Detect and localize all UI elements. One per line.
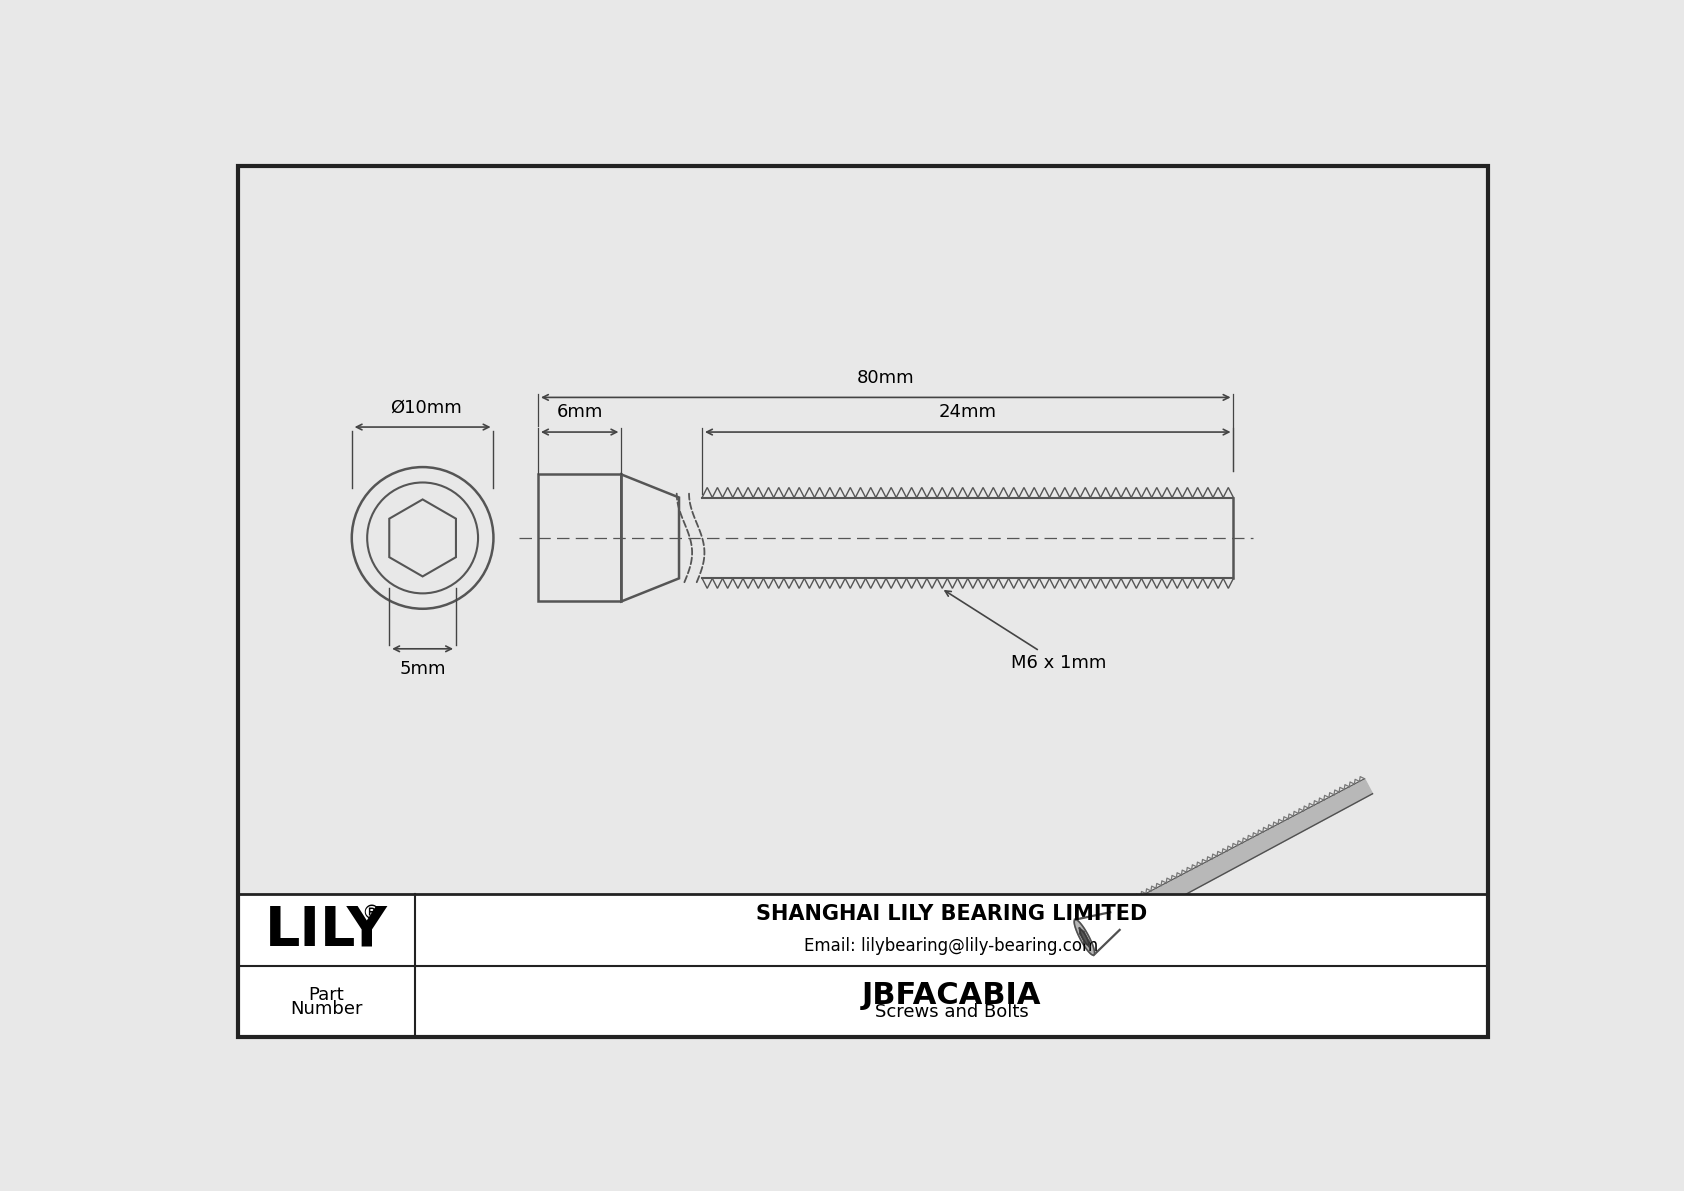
Polygon shape bbox=[1334, 792, 1347, 810]
Polygon shape bbox=[1212, 856, 1226, 875]
Polygon shape bbox=[1303, 807, 1317, 827]
Polygon shape bbox=[1115, 906, 1130, 927]
Polygon shape bbox=[1293, 813, 1307, 831]
Polygon shape bbox=[1130, 899, 1145, 919]
Polygon shape bbox=[1314, 803, 1327, 821]
Polygon shape bbox=[1308, 805, 1322, 824]
Text: LILY: LILY bbox=[264, 903, 387, 958]
Polygon shape bbox=[1218, 854, 1231, 873]
Polygon shape bbox=[1167, 880, 1180, 900]
Text: Screws and Bolts: Screws and Bolts bbox=[874, 1003, 1029, 1021]
Polygon shape bbox=[1187, 869, 1201, 888]
Polygon shape bbox=[1223, 850, 1236, 869]
Polygon shape bbox=[1349, 784, 1362, 802]
Text: M6 x 1mm: M6 x 1mm bbox=[945, 591, 1106, 672]
Text: Part: Part bbox=[308, 986, 344, 1004]
Polygon shape bbox=[1202, 861, 1216, 881]
Polygon shape bbox=[1135, 896, 1150, 916]
Text: Number: Number bbox=[290, 1000, 362, 1018]
Polygon shape bbox=[1207, 859, 1221, 878]
Polygon shape bbox=[1359, 779, 1372, 797]
Polygon shape bbox=[1329, 794, 1342, 812]
Polygon shape bbox=[1354, 781, 1367, 799]
Polygon shape bbox=[1288, 816, 1302, 835]
Polygon shape bbox=[1079, 930, 1088, 944]
Polygon shape bbox=[1192, 867, 1206, 886]
Polygon shape bbox=[1120, 904, 1135, 924]
Text: Email: lilybearing@lily-bearing.com: Email: lilybearing@lily-bearing.com bbox=[805, 937, 1098, 955]
Text: 80mm: 80mm bbox=[857, 369, 914, 387]
Polygon shape bbox=[1278, 822, 1292, 840]
Text: Ø10mm: Ø10mm bbox=[391, 398, 463, 417]
Polygon shape bbox=[1233, 846, 1246, 865]
Bar bbox=[539, 474, 621, 601]
Polygon shape bbox=[1177, 875, 1191, 894]
Polygon shape bbox=[1253, 835, 1266, 854]
Text: 5mm: 5mm bbox=[399, 660, 446, 678]
Polygon shape bbox=[1248, 837, 1261, 856]
Polygon shape bbox=[1155, 886, 1170, 905]
Polygon shape bbox=[1125, 902, 1140, 922]
Text: ®: ® bbox=[360, 904, 381, 923]
Polygon shape bbox=[1319, 800, 1332, 818]
Polygon shape bbox=[1243, 840, 1256, 859]
Polygon shape bbox=[1339, 790, 1352, 807]
Text: 6mm: 6mm bbox=[556, 404, 603, 422]
Polygon shape bbox=[1140, 893, 1155, 913]
Polygon shape bbox=[1150, 888, 1165, 908]
Text: SHANGHAI LILY BEARING LIMITED: SHANGHAI LILY BEARING LIMITED bbox=[756, 904, 1147, 924]
Polygon shape bbox=[1228, 848, 1241, 867]
Polygon shape bbox=[1298, 811, 1312, 829]
Polygon shape bbox=[1238, 843, 1251, 862]
Text: 24mm: 24mm bbox=[938, 404, 997, 422]
Polygon shape bbox=[1268, 827, 1282, 846]
Polygon shape bbox=[1172, 878, 1186, 897]
Polygon shape bbox=[1324, 798, 1337, 816]
Polygon shape bbox=[1197, 865, 1211, 884]
Bar bbox=[237, 894, 1489, 1037]
Polygon shape bbox=[1110, 910, 1125, 930]
Polygon shape bbox=[1182, 872, 1196, 892]
Polygon shape bbox=[1344, 787, 1357, 805]
Polygon shape bbox=[1283, 818, 1297, 837]
Polygon shape bbox=[1160, 883, 1175, 903]
Polygon shape bbox=[1145, 891, 1160, 911]
Text: JBFACABIA: JBFACABIA bbox=[862, 980, 1041, 1010]
Polygon shape bbox=[1258, 833, 1271, 850]
Polygon shape bbox=[1074, 919, 1095, 955]
Polygon shape bbox=[1273, 824, 1287, 843]
Polygon shape bbox=[1263, 829, 1276, 848]
